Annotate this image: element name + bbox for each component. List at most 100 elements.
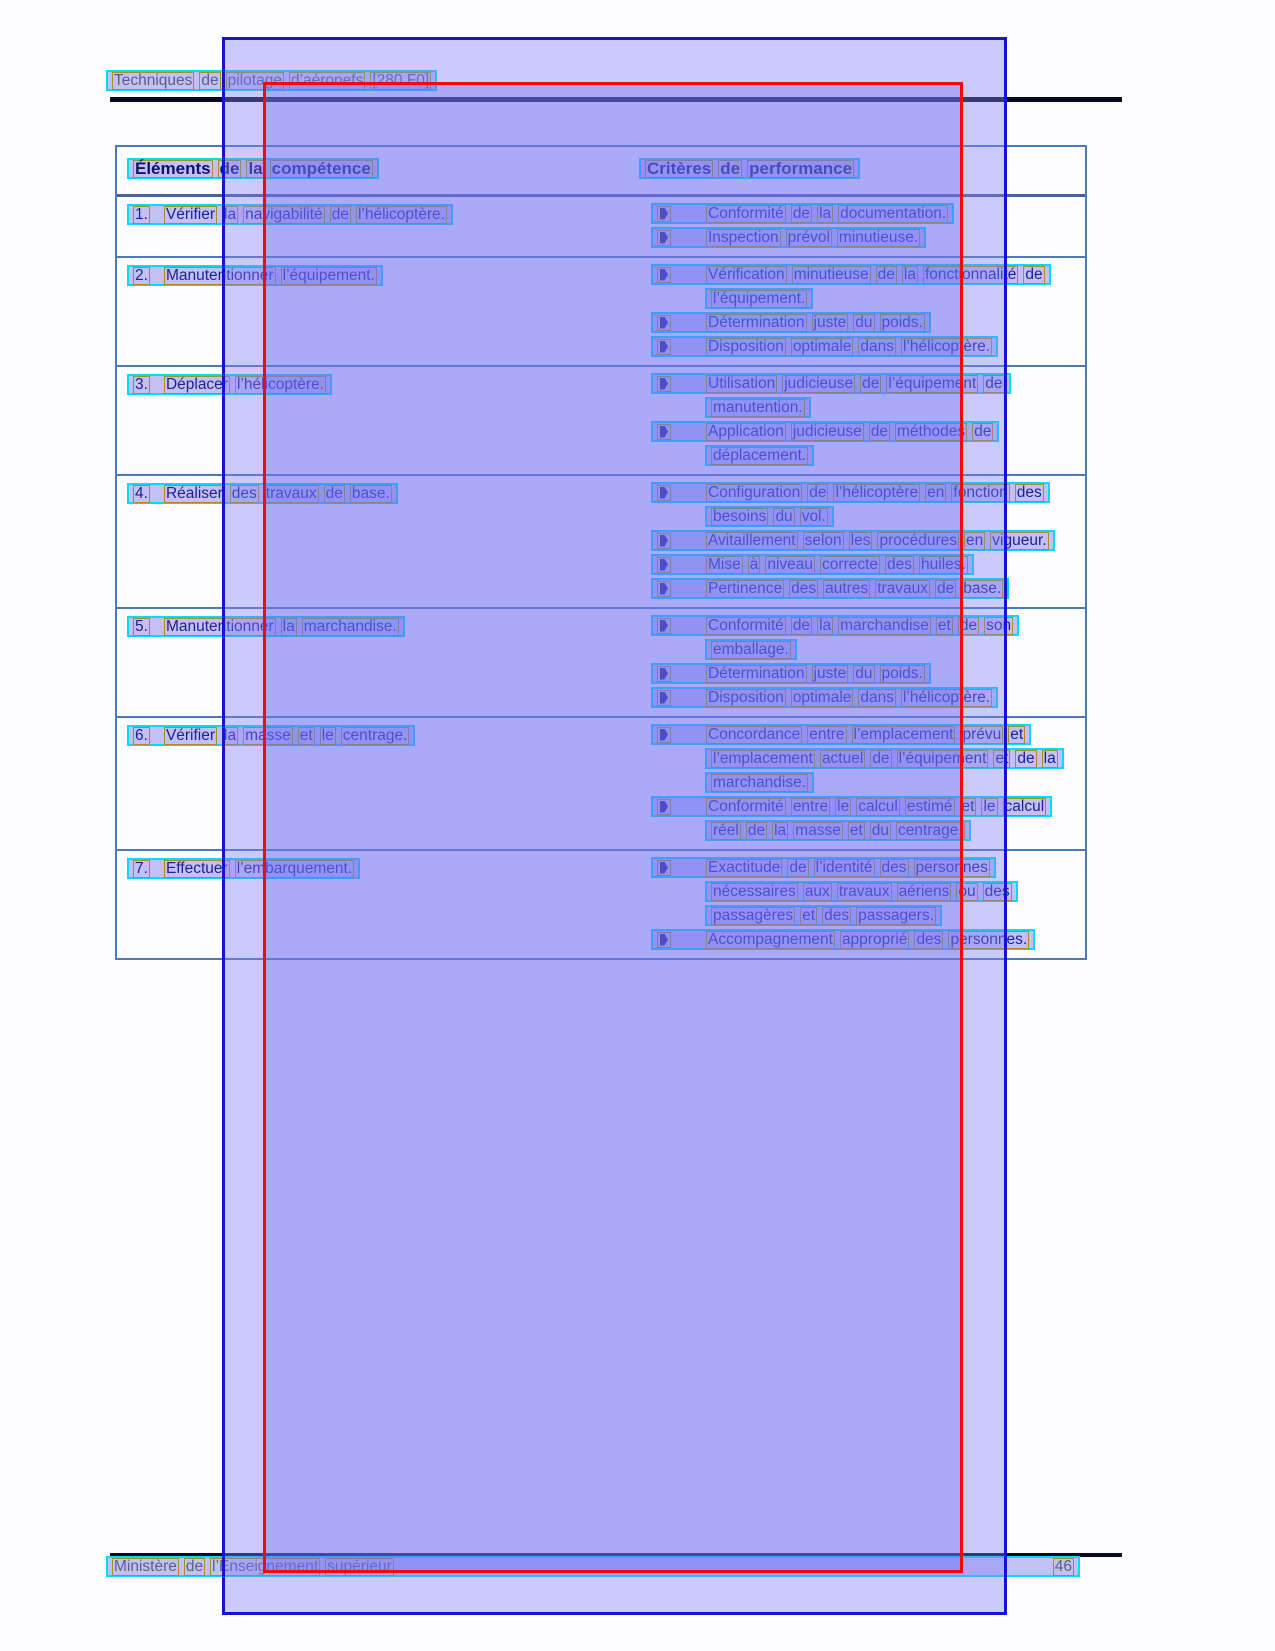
word: niveau xyxy=(765,555,816,574)
bullet-icon xyxy=(657,205,671,222)
footer-text: Ministère de l’Enseignement supérieur xyxy=(112,1557,394,1576)
word: optimale xyxy=(790,688,854,707)
word: Disposition xyxy=(706,337,786,356)
word: la xyxy=(901,265,918,284)
word: Critères xyxy=(645,158,714,178)
word: vol. xyxy=(799,507,828,526)
word: passagers. xyxy=(856,906,936,925)
word: Inspection xyxy=(706,228,781,247)
element-label: 1. Vérifier la navigabilité de l’hélicoptère. xyxy=(127,204,453,225)
word: Utilisation xyxy=(706,374,778,393)
footer-rule xyxy=(110,1553,1122,1557)
word: de xyxy=(1023,265,1045,284)
element-label: 6. Vérifier la masse et le centrage. xyxy=(127,725,416,746)
word: estimé xyxy=(904,797,955,816)
bullet-icon xyxy=(657,314,671,331)
word: marchandise xyxy=(838,616,931,635)
ocr-line-box: manutention. xyxy=(705,397,811,418)
bullet-icon xyxy=(657,617,671,634)
word: travaux xyxy=(875,579,931,598)
word: l’identité xyxy=(813,858,875,877)
word: la xyxy=(222,726,239,745)
bullet-icon xyxy=(657,665,671,682)
word: de xyxy=(868,422,891,441)
page-number: 46 xyxy=(1052,1557,1074,1576)
word: dans xyxy=(858,688,897,707)
ocr-line-box: Détermination juste du poids. xyxy=(651,312,931,333)
word: la xyxy=(1041,749,1058,768)
word: le xyxy=(835,797,852,816)
word: performance xyxy=(747,158,855,178)
word: l’hélicoptère. xyxy=(234,375,326,394)
table-row: 1. Vérifier la navigabilité de l’hélicoptère.… xyxy=(117,197,1085,256)
word: la xyxy=(817,616,834,635)
word: des xyxy=(229,484,259,503)
word: Vérification xyxy=(706,265,787,284)
word: Conformité xyxy=(706,204,786,223)
element-number: 5. xyxy=(133,617,150,636)
word: Accompagnement xyxy=(706,930,835,949)
word: autres xyxy=(823,579,871,598)
word: navigabilité xyxy=(243,205,325,224)
ocr-line-box: Exactitude de l’identité des personnes xyxy=(651,857,996,878)
column-header-criteria: Critères de performance xyxy=(639,158,861,179)
word: du xyxy=(869,821,892,840)
word: Exactitude xyxy=(706,858,783,877)
ocr-line-box: déplacement. xyxy=(705,445,815,466)
ocr-line-box: Disposition optimale dans l’hélicoptère. xyxy=(651,336,999,357)
ocr-line-box: passagères et des passagers. xyxy=(705,905,942,926)
criteria-list: Utilisation judicieuse de l’équipement de man… xyxy=(651,373,1085,467)
element-label: 7. Effectuer l’embarquement. xyxy=(127,858,361,879)
word: masse xyxy=(243,726,293,745)
element-label: 5. Manutentionner la marchandise. xyxy=(127,616,405,637)
word: dans xyxy=(858,337,897,356)
bullet-icon xyxy=(657,689,671,706)
column-header-elements: Éléments de la compétence xyxy=(127,158,379,179)
ocr-line-box: Mise à niveau correcte des huiles. xyxy=(651,554,974,575)
word: ou xyxy=(956,882,978,901)
word: de xyxy=(199,71,221,90)
ocr-line-box: Concordance entre l’emplacement prévu et xyxy=(651,724,1032,745)
word: besoins xyxy=(711,507,769,526)
word: de xyxy=(1015,749,1037,768)
word: actuel xyxy=(819,749,866,768)
ocr-line-box: besoins du vol. xyxy=(705,506,834,527)
bullet-icon xyxy=(657,931,671,948)
word: en xyxy=(964,531,986,550)
ocr-line-box: Vérification minutieuse de la fonctionnalité… xyxy=(651,264,1051,285)
element-number: 2. xyxy=(133,266,150,285)
element-number: 6. xyxy=(133,726,150,745)
word: l’emplacement xyxy=(851,725,956,744)
word: personnes. xyxy=(948,930,1030,949)
word: et xyxy=(993,749,1011,768)
criteria-list: Conformité de la documentation. Inspection pr… xyxy=(651,203,1085,249)
table-row: 7. Effectuer l’embarquement. Exactitude de l’… xyxy=(117,849,1085,958)
word: minutieuse. xyxy=(836,228,921,247)
word: selon xyxy=(802,531,844,550)
header-rule xyxy=(110,97,1122,102)
word: et xyxy=(847,821,865,840)
word: masse xyxy=(793,821,843,840)
criteria-list: Conformité de la marchandise et de son emballag… xyxy=(651,615,1085,709)
word: d’aéronefs xyxy=(288,71,366,90)
criteria-list: Concordance entre l’emplacement prévu et l’em… xyxy=(651,724,1085,842)
footer: Ministère de l’Enseignement supérieur 46 xyxy=(106,1556,1080,1577)
table-row: 5. Manutentionner la marchandise. Conformité… xyxy=(117,607,1085,716)
word: juste xyxy=(811,664,849,683)
word: base. xyxy=(961,579,1004,598)
criteria-list: Exactitude de l’identité des personnes nécess… xyxy=(651,857,1085,951)
word: huiles. xyxy=(919,555,968,574)
word: marchandise. xyxy=(711,773,809,792)
word: de xyxy=(787,858,809,877)
word: Pertinence xyxy=(706,579,785,598)
word: base. xyxy=(349,484,392,503)
ocr-line-box: Utilisation judicieuse de l’équipement de xyxy=(651,373,1011,394)
ocr-line-box: Avitaillement selon les procédures en vigueur… xyxy=(651,530,1055,551)
word: fonction xyxy=(951,483,1010,502)
bullet-icon xyxy=(657,556,671,573)
word: de xyxy=(329,205,351,224)
bullet-icon xyxy=(657,423,671,440)
word: travaux xyxy=(836,882,892,901)
table-row: 2. Manutentionner l’équipement. Vérificatio… xyxy=(117,256,1085,365)
word: vigueur. xyxy=(990,531,1049,550)
